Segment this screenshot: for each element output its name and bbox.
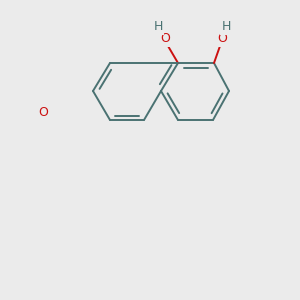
Text: H: H: [153, 20, 163, 34]
Text: O: O: [217, 32, 227, 46]
Text: H: H: [221, 20, 231, 34]
Text: O: O: [160, 32, 170, 46]
Text: O: O: [38, 106, 48, 119]
